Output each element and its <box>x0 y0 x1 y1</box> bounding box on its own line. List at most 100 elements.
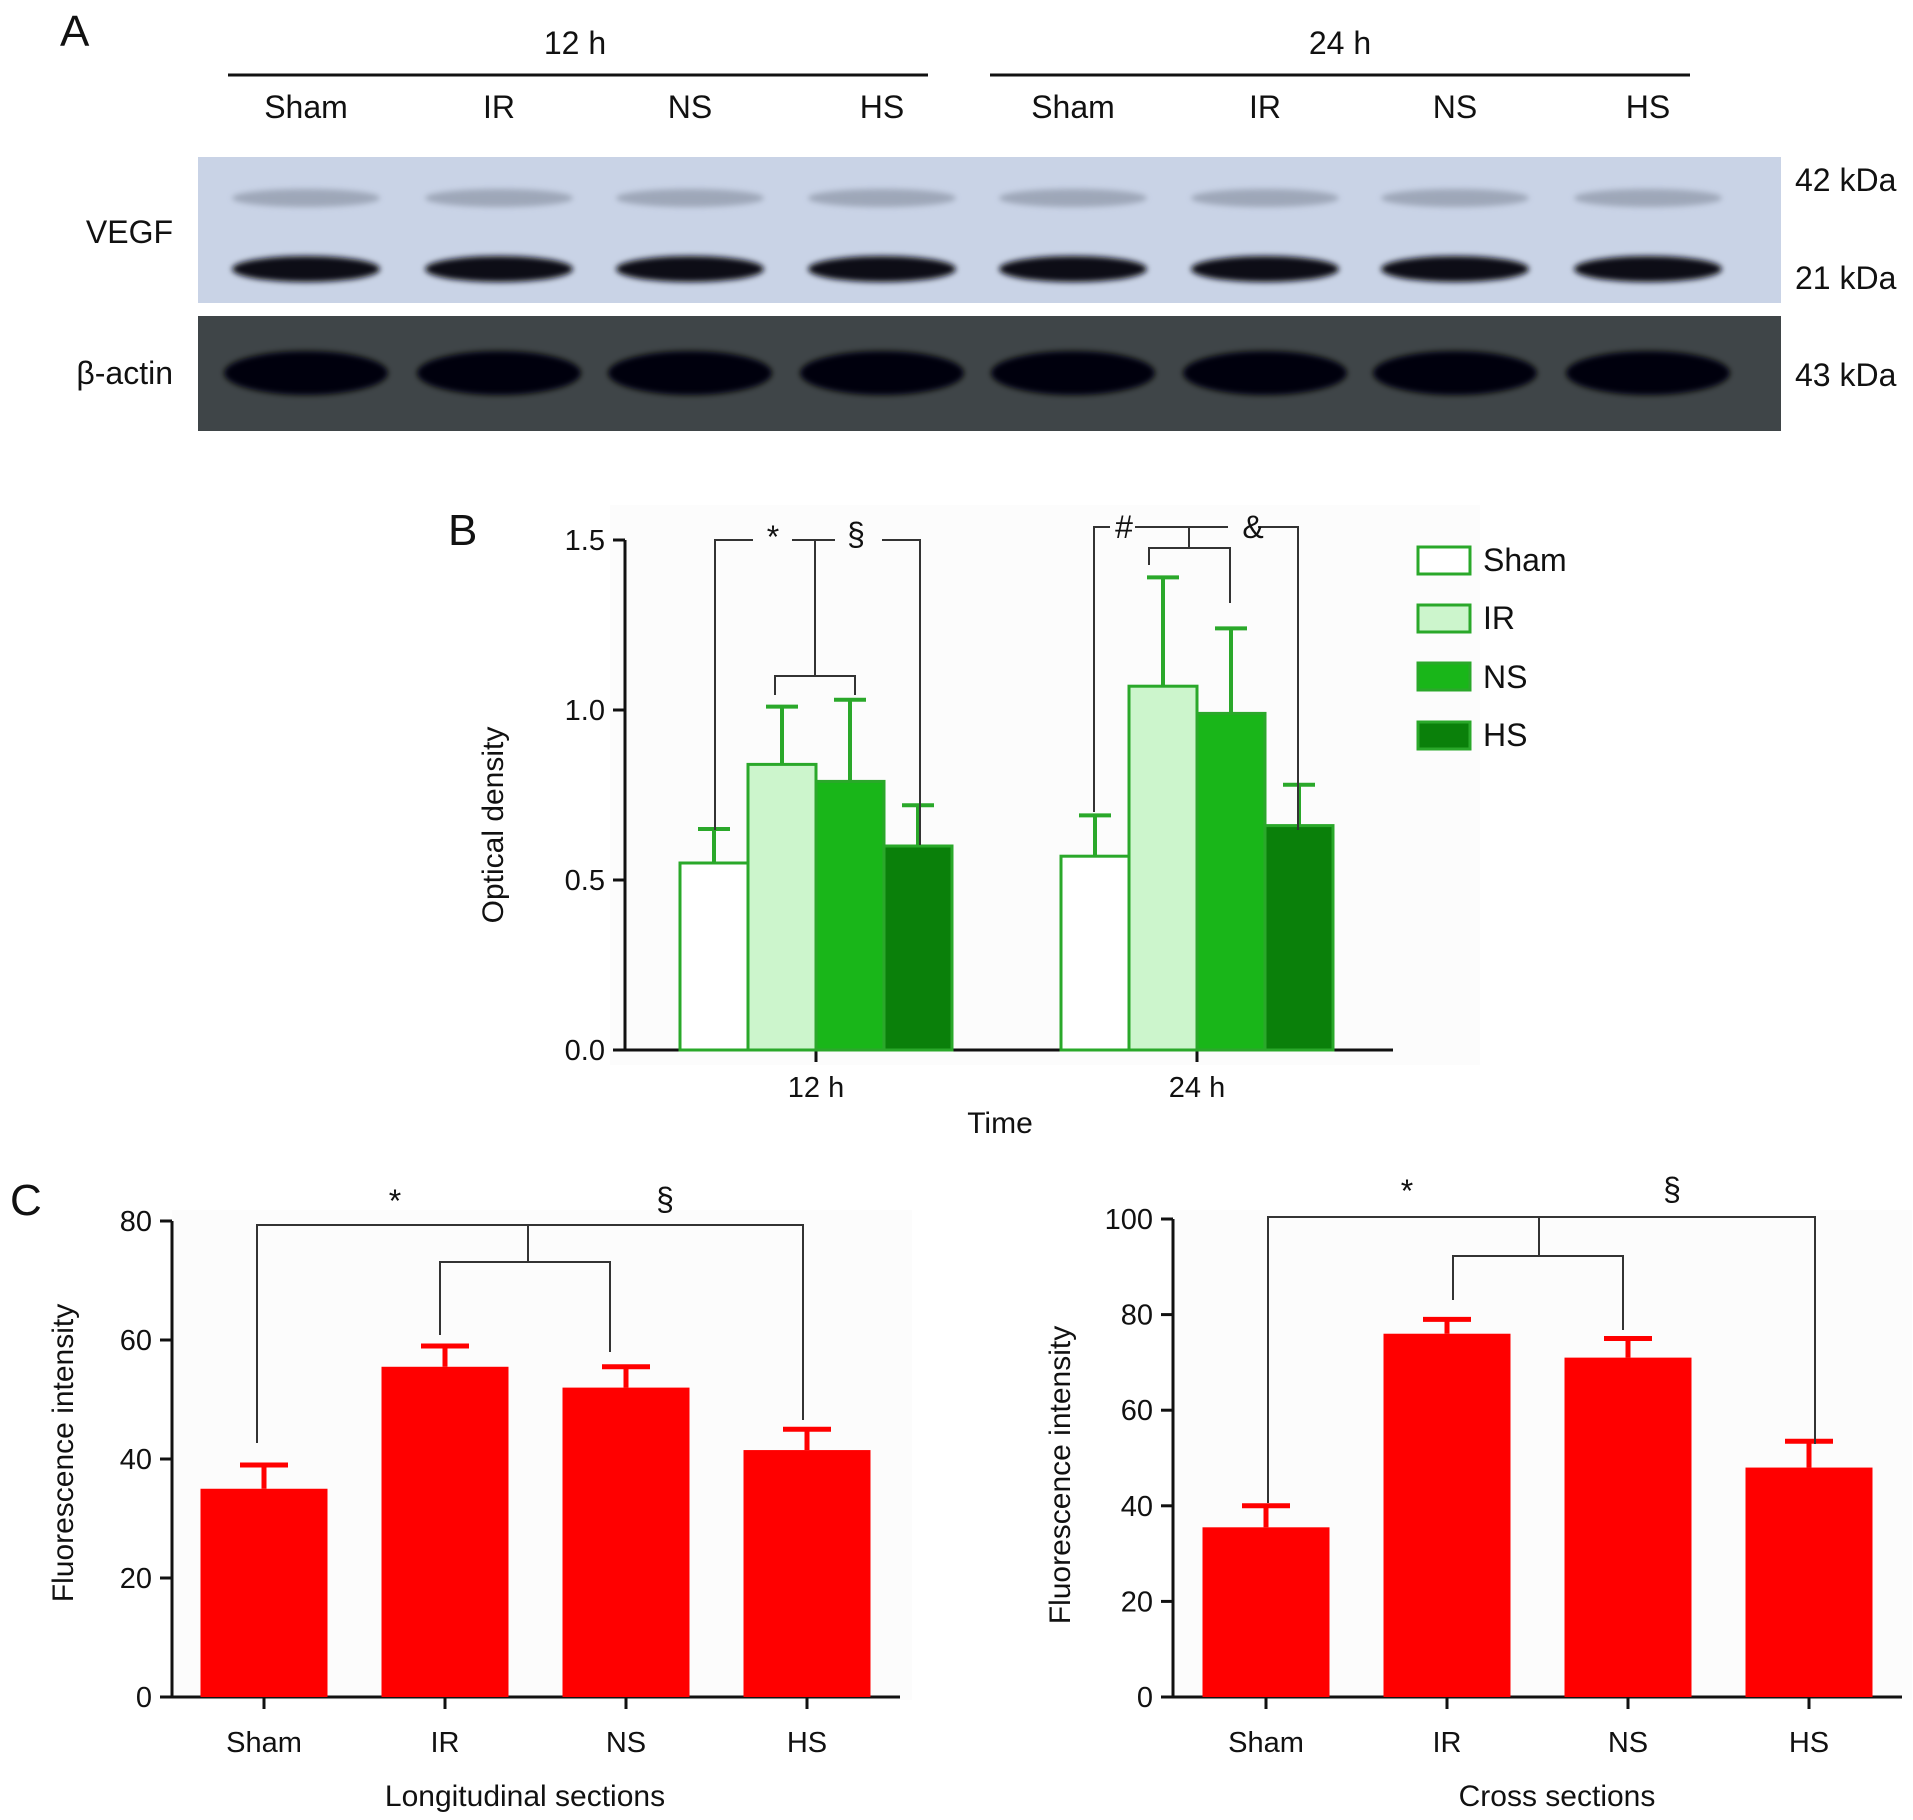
vegf-upper-band <box>999 189 1147 207</box>
vegf-lower-band <box>425 256 573 282</box>
chart-c1-marks: 0 20 40 60 80 Sham IR NS HS <box>120 1206 900 1759</box>
x-tick-label: Sham <box>226 1727 302 1759</box>
bar-ir <box>381 1366 509 1697</box>
sig-section-12h: § <box>847 516 865 552</box>
x-tick-label: IR <box>1433 1727 1462 1759</box>
lane-label: HS <box>860 89 904 125</box>
vegf-lower-band <box>1574 256 1722 282</box>
chart-b-ylabel: Optical density <box>477 727 510 924</box>
lane-label: Sham <box>1031 89 1115 125</box>
chart-c1-ylabel: Fluorescence intensity <box>47 1304 80 1602</box>
chart-b-xlabel: Time <box>967 1107 1033 1140</box>
chart-c2-ylabel: Fluorescence intensity <box>1044 1326 1077 1624</box>
chart-b-significance <box>714 526 1299 845</box>
x-tick-label: IR <box>431 1727 460 1759</box>
bar-hs <box>743 1450 871 1697</box>
legend-label-hs: HS <box>1483 717 1527 753</box>
actin-band <box>224 351 388 395</box>
lane-label: HS <box>1626 89 1670 125</box>
x-tick-label: HS <box>787 1727 827 1759</box>
sig-amp-24h: & <box>1242 509 1263 545</box>
actin-band <box>417 351 581 395</box>
vegf-lower-band <box>999 256 1147 282</box>
y-tick-label: 0 <box>136 1682 152 1714</box>
sig-section-c1: § <box>656 1181 674 1217</box>
lane-label: IR <box>1249 89 1281 125</box>
vegf-upper-band <box>1381 189 1529 207</box>
legend-swatch-hs <box>1416 720 1472 751</box>
vegf-lower-band <box>1191 256 1339 282</box>
bar-hs <box>1263 824 1335 1052</box>
marker-43kda: 43 kDa <box>1795 357 1897 393</box>
bar-ns <box>1195 711 1267 1052</box>
vegf-lower-band <box>232 256 380 282</box>
blot-row-label-vegf: VEGF <box>86 214 173 250</box>
chart-c2-xlabel: Cross sections <box>1459 1780 1656 1813</box>
vegf-upper-band <box>1191 189 1339 207</box>
y-tick-label: 80 <box>120 1206 152 1238</box>
sig-star-c2: * <box>1401 1173 1413 1209</box>
chart-c1-xlabel: Longitudinal sections <box>385 1780 665 1813</box>
actin-band <box>608 351 772 395</box>
blot-bands <box>224 189 1730 395</box>
bar-sham <box>1059 854 1131 1052</box>
bar-sham <box>1202 1527 1330 1697</box>
vegf-upper-band <box>232 189 380 207</box>
chart-b-legend: Sham IR NS HS <box>1416 542 1567 753</box>
legend-swatch-sham <box>1416 545 1472 576</box>
lane-label: NS <box>1433 89 1477 125</box>
y-tick-label: 1.5 <box>565 525 605 557</box>
panel-c-left-chart: 0 20 40 60 80 Sham IR NS HS Longitudinal section… <box>47 1181 912 1813</box>
sig-star-c1: * <box>389 1183 401 1219</box>
bar-hs <box>1745 1467 1873 1697</box>
bar-ns <box>562 1387 690 1697</box>
x-tick-label: HS <box>1789 1727 1829 1759</box>
y-tick-label: 60 <box>1121 1395 1153 1427</box>
lane-label: IR <box>483 89 515 125</box>
y-tick-label: 1.0 <box>565 695 605 727</box>
blot-time-12h: 12 h <box>544 25 606 61</box>
bar-sham <box>678 861 750 1052</box>
bar-ir <box>1127 684 1199 1052</box>
vegf-blot-strip <box>198 157 1781 303</box>
chart-c2-marks: 0 20 40 60 80 100 Sham IR NS HS <box>1105 1204 1902 1759</box>
vegf-upper-band <box>425 189 573 207</box>
sig-star-12h: * <box>767 519 779 555</box>
x-tick-label: NS <box>606 1727 646 1759</box>
x-tick-label: Sham <box>1228 1727 1304 1759</box>
bar-sham <box>200 1488 328 1697</box>
legend-swatch-ns <box>1416 661 1472 692</box>
vegf-upper-band <box>808 189 956 207</box>
y-tick-label: 20 <box>120 1563 152 1595</box>
bar-ir <box>1383 1333 1511 1697</box>
legend-label-sham: Sham <box>1483 542 1567 578</box>
panel-a-label: A <box>60 7 90 56</box>
bar-hs <box>882 844 954 1052</box>
y-tick-label: 40 <box>120 1444 152 1476</box>
panel-c-right-chart: 0 20 40 60 80 100 Sham IR NS HS Cross sections Fl… <box>1044 1171 1912 1813</box>
vegf-lower-band <box>616 256 764 282</box>
x-tick-label: NS <box>1608 1727 1648 1759</box>
panel-b-chart: B 0.0 0.5 1.0 1.5 12 h 24 h Time Optical dens… <box>448 505 1567 1140</box>
marker-42kda: 42 kDa <box>1795 162 1897 198</box>
actin-band <box>1373 351 1537 395</box>
actin-band <box>991 351 1155 395</box>
legend-label-ir: IR <box>1483 600 1515 636</box>
lane-label: NS <box>668 89 712 125</box>
chart-c1-significance <box>256 1224 804 1443</box>
chart-c2-significance <box>1267 1216 1816 1503</box>
actin-band <box>800 351 964 395</box>
panel-a-western-blot: A 12 h 24 h Sham IR NS HS Sham IR NS HS … <box>60 7 1897 431</box>
vegf-upper-band <box>1574 189 1722 207</box>
y-tick-label: 0 <box>1137 1682 1153 1714</box>
marker-21kda: 21 kDa <box>1795 260 1897 296</box>
legend-label-ns: NS <box>1483 659 1527 695</box>
y-tick-label: 80 <box>1121 1300 1153 1332</box>
y-tick-label: 100 <box>1105 1204 1153 1236</box>
bar-ns <box>1564 1357 1692 1697</box>
y-tick-label: 0.5 <box>565 865 605 897</box>
sig-hash-24h: # <box>1115 509 1133 545</box>
y-tick-label: 0.0 <box>565 1035 605 1067</box>
actin-band <box>1183 351 1347 395</box>
